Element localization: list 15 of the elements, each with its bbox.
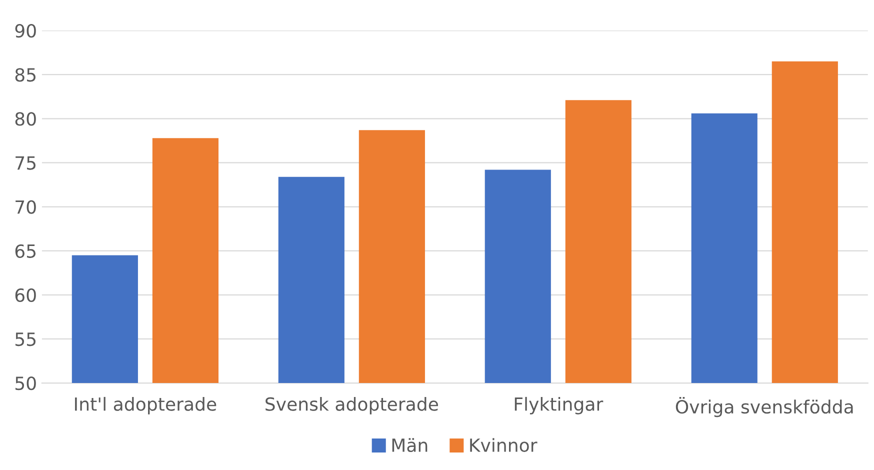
- legend-label: Män: [392, 438, 428, 452]
- x-tick-label: Svensk adopterade: [266, 396, 438, 414]
- y-tick-label: 75: [16, 156, 36, 170]
- y-tick-label: 70: [16, 200, 36, 214]
- legend-label: Kvinnor: [470, 438, 538, 452]
- y-tick-label: 55: [16, 332, 36, 346]
- y-tick-label: 50: [16, 376, 36, 390]
- y-tick-label: 60: [15, 288, 36, 302]
- x-tick-label: Int'l adopterade: [75, 396, 216, 414]
- y-tick-label: 85: [15, 68, 36, 82]
- y-tick-label: 90: [15, 24, 36, 38]
- y-tick-label: 65: [15, 244, 36, 258]
- y-tick-label: 80: [15, 112, 36, 126]
- x-tick-label: Övriga svenskfödda: [676, 396, 853, 418]
- x-tick-label: Flyktingar: [514, 396, 604, 414]
